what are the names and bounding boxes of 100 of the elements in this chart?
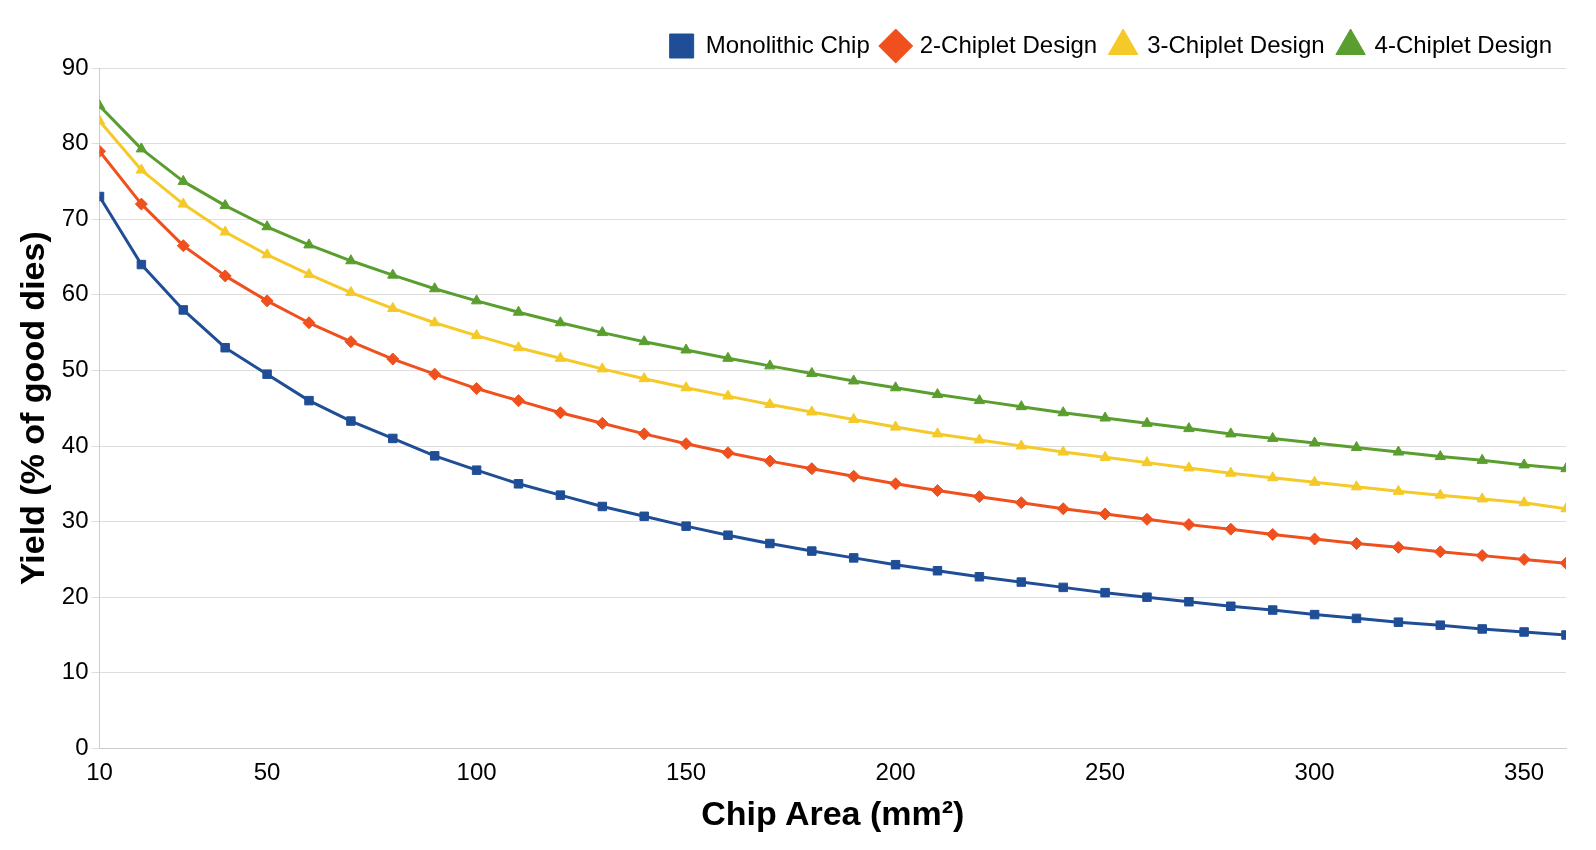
point	[1477, 624, 1487, 634]
point	[680, 381, 692, 392]
x-tick-label: 250	[1085, 758, 1126, 786]
point	[1225, 427, 1237, 438]
y-tick-label: 60	[61, 279, 89, 307]
y-tick-label: 70	[61, 203, 89, 231]
point	[1350, 537, 1363, 551]
point	[302, 316, 316, 330]
point	[1309, 609, 1320, 620]
point	[596, 326, 608, 337]
point	[470, 329, 483, 340]
legend-label: 4-Chiplet Design	[1374, 30, 1552, 58]
point	[806, 366, 818, 377]
y-axis-title: Yield (% of good dies)	[12, 231, 51, 586]
point	[973, 433, 986, 444]
point	[848, 553, 859, 563]
y-tick-label: 10	[61, 657, 89, 685]
x-tick-label: 200	[875, 758, 916, 786]
point	[1308, 475, 1321, 486]
point	[177, 197, 189, 208]
point	[1142, 592, 1152, 602]
point	[1308, 436, 1321, 447]
point	[134, 197, 148, 211]
point	[386, 352, 400, 366]
point	[387, 301, 399, 312]
x-tick-label: 100	[456, 758, 497, 786]
point	[219, 225, 231, 236]
point	[345, 254, 357, 265]
point	[1433, 545, 1447, 559]
point	[1476, 492, 1488, 503]
point	[931, 484, 944, 498]
legend-label: 2-Chiplet Design	[919, 30, 1098, 58]
point	[1141, 416, 1153, 427]
y-tick-label: 50	[61, 355, 89, 383]
point	[1099, 450, 1111, 461]
point	[1434, 450, 1446, 461]
point	[847, 469, 861, 483]
point	[261, 248, 273, 259]
point	[1475, 549, 1489, 563]
point	[848, 413, 860, 424]
point	[1226, 601, 1236, 612]
x-axis-title: Chip Area (mm²)	[701, 793, 965, 832]
x-tick-label: 50	[253, 758, 281, 786]
point	[1350, 441, 1363, 452]
point	[1098, 507, 1112, 521]
y-tick-label: 0	[75, 733, 89, 761]
y-tick-label: 90	[61, 52, 89, 80]
point	[1099, 411, 1111, 422]
point	[220, 342, 230, 353]
point	[1057, 445, 1069, 456]
point	[1476, 453, 1488, 464]
point	[136, 259, 147, 270]
point	[1224, 522, 1238, 536]
point	[972, 490, 986, 504]
point	[805, 462, 819, 476]
point	[178, 305, 189, 315]
point	[1183, 461, 1195, 472]
point	[1058, 582, 1068, 593]
point	[974, 572, 985, 582]
point	[260, 294, 274, 308]
point	[470, 294, 483, 305]
point	[1225, 466, 1237, 477]
point	[304, 395, 314, 406]
point	[722, 389, 734, 400]
point	[890, 559, 901, 570]
point	[345, 286, 357, 297]
point	[429, 451, 440, 461]
point	[931, 427, 944, 438]
point	[1015, 400, 1027, 411]
point	[303, 238, 315, 249]
point	[429, 316, 441, 327]
x-tick-label: 150	[666, 758, 707, 786]
point	[513, 479, 524, 489]
point	[387, 268, 399, 279]
x-tick-label: 10	[86, 758, 113, 786]
point	[1517, 552, 1531, 566]
point	[680, 343, 692, 354]
point	[597, 501, 608, 512]
point	[1392, 445, 1405, 456]
point	[1267, 431, 1279, 442]
point	[1391, 540, 1405, 554]
point	[1350, 480, 1363, 491]
point	[681, 521, 691, 531]
point	[889, 477, 903, 491]
point	[512, 394, 525, 408]
point	[1014, 496, 1028, 510]
point	[807, 546, 817, 556]
point	[723, 530, 733, 540]
point	[1519, 627, 1529, 637]
point	[1518, 496, 1530, 507]
point	[1015, 439, 1027, 450]
point	[889, 381, 902, 392]
point	[1183, 422, 1195, 433]
point	[765, 538, 775, 549]
point	[637, 427, 651, 441]
point	[554, 316, 567, 327]
y-tick-label: 20	[61, 581, 89, 609]
point	[471, 465, 482, 475]
point	[722, 351, 734, 362]
point	[1184, 596, 1194, 607]
